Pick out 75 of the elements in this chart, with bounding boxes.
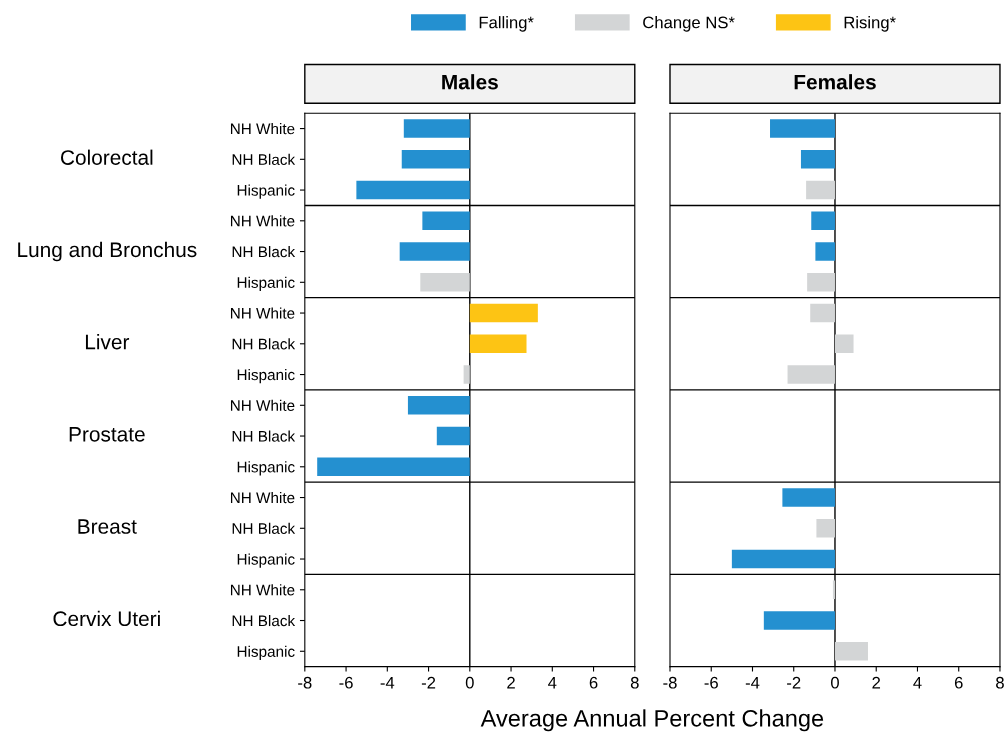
x-tick-label: 8 — [996, 676, 1004, 689]
bar — [317, 457, 470, 477]
x-tick-label: -4 — [745, 676, 760, 689]
x-tick-label: -2 — [421, 676, 436, 689]
x-tick-label: 6 — [954, 676, 963, 689]
bar — [422, 211, 470, 231]
x-tick-label: 4 — [548, 676, 557, 689]
y-tick-label: NH Black — [232, 153, 296, 165]
bar — [807, 273, 835, 292]
y-tick-label: NH White — [230, 492, 295, 504]
x-axis-title: Average Annual Percent Change — [480, 709, 824, 732]
y-tick-label: NH White — [230, 123, 295, 135]
bar — [463, 365, 470, 384]
legend-label: Change NS* — [643, 16, 735, 32]
bar — [401, 150, 470, 169]
x-tick-label: 6 — [589, 676, 598, 689]
text: Colorectal — [61, 149, 153, 165]
bar — [420, 273, 470, 292]
y-tick-label: NH Black — [232, 614, 296, 627]
x-tick-label: 8 — [630, 676, 639, 689]
y-tick-label: Hispanic — [237, 184, 295, 199]
bar — [816, 519, 835, 538]
bar — [787, 365, 835, 384]
y-tick-label: NH White — [230, 584, 295, 596]
bar — [399, 242, 470, 261]
bar — [731, 549, 835, 569]
x-tick-label: -2 — [787, 676, 801, 689]
y-tick-label: NH Black — [232, 246, 296, 258]
x-tick-label: 2 — [507, 676, 515, 689]
bar — [834, 642, 868, 661]
bar — [810, 303, 835, 323]
bar — [469, 334, 527, 354]
y-tick-label: Hispanic — [237, 645, 295, 660]
text: Prostate — [69, 427, 145, 442]
chart-title: Males — [442, 74, 498, 90]
bar — [834, 334, 854, 354]
y-tick-label: Hispanic — [237, 461, 295, 476]
text: Breast — [78, 519, 137, 534]
y-tick-label: NH Black — [232, 338, 296, 350]
bar — [356, 180, 470, 200]
y-tick-label: NH Black — [232, 430, 296, 442]
bar — [469, 303, 538, 323]
bar — [763, 611, 835, 630]
x-tick-label: 0 — [465, 676, 474, 689]
x-tick-label: -8 — [298, 676, 312, 689]
y-tick-label: Hispanic — [237, 369, 295, 384]
bar — [806, 180, 835, 200]
x-tick-label: 2 — [872, 676, 881, 689]
text: Cervix Uteri — [53, 610, 160, 627]
y-tick-label: NH White — [230, 399, 295, 411]
y-tick-label: NH Black — [232, 522, 296, 534]
text: Liver — [85, 334, 130, 350]
bar — [407, 396, 470, 415]
bar — [832, 580, 835, 599]
legend-label: Rising* — [844, 16, 896, 32]
legend-label: Falling* — [479, 16, 534, 32]
bar — [436, 426, 470, 446]
bar — [770, 119, 835, 138]
bar — [815, 242, 835, 261]
bar — [800, 150, 835, 169]
chart-title: Females — [794, 74, 876, 90]
y-tick-label: NH White — [230, 215, 295, 227]
y-tick-label: Hispanic — [237, 276, 295, 292]
text: Lung and Bronchus — [18, 241, 197, 262]
x-tick-label: 4 — [913, 676, 922, 689]
x-tick-label: -6 — [339, 676, 353, 689]
y-tick-label: Hispanic — [237, 553, 295, 568]
x-tick-label: -8 — [663, 676, 677, 689]
y-tick-label: NH White — [230, 307, 295, 319]
bar — [403, 119, 470, 138]
x-tick-label: -6 — [704, 676, 718, 689]
x-tick-label: -4 — [380, 676, 395, 689]
bar — [811, 211, 835, 231]
bar — [782, 488, 835, 507]
x-tick-label: 0 — [831, 676, 839, 689]
